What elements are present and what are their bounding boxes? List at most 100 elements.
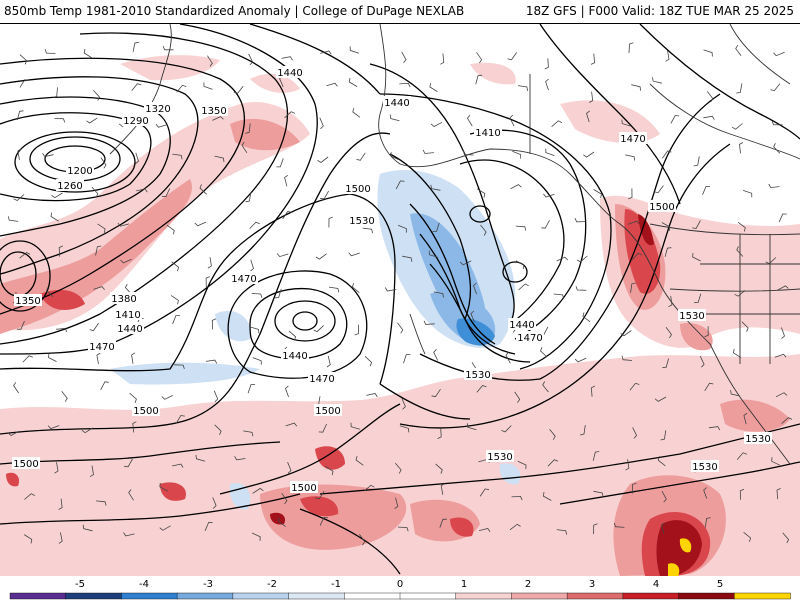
wind-barb	[247, 384, 256, 394]
wind-barb	[551, 120, 563, 128]
wind-barb	[61, 390, 68, 402]
wind-barb	[621, 119, 632, 127]
wind-barb	[390, 152, 400, 161]
colorbar-tick: 2	[525, 579, 531, 590]
wind-barb	[708, 426, 721, 431]
wind-barb	[439, 518, 447, 528]
wind-barb	[574, 357, 587, 363]
wind-barb	[704, 517, 711, 528]
wind-barb	[276, 158, 284, 168]
wind-barb	[556, 529, 568, 535]
wind-barb	[214, 424, 222, 435]
wind-barb	[429, 83, 438, 93]
wind-barb	[545, 78, 549, 91]
wind-barb	[93, 90, 100, 101]
wind-barb	[543, 193, 555, 198]
wind-barb	[281, 492, 288, 505]
wind-barb	[243, 430, 254, 437]
wind-barb	[325, 466, 334, 476]
contour-label: 1500	[13, 459, 38, 470]
wind-barb	[349, 46, 360, 54]
wind-barb	[401, 398, 406, 410]
wind-barb	[476, 188, 486, 198]
wind-barb	[82, 524, 93, 532]
wind-barb	[731, 123, 743, 130]
wind-barb	[205, 359, 218, 364]
wind-barb	[480, 224, 487, 236]
wind-barb	[19, 54, 28, 65]
wind-barb	[91, 186, 99, 198]
wind-barb	[287, 462, 292, 474]
wind-barb	[354, 324, 359, 336]
wind-barb	[251, 532, 261, 541]
wind-barb	[13, 382, 19, 394]
wind-barb	[547, 459, 559, 467]
wind-barb	[399, 425, 410, 433]
wind-barb	[86, 117, 98, 124]
wind-barb	[514, 391, 521, 403]
wind-barb	[204, 522, 213, 531]
anomaly-colorbar: -5 -4 -3 -2 -1 0 1 2 3 4 5	[0, 576, 800, 600]
wind-barb	[631, 252, 642, 261]
wind-barb	[734, 290, 746, 297]
contour-label: 1500	[315, 406, 340, 417]
contour-labels: 1440 1440 1410 1470 1320 1350 1290 1200 …	[12, 66, 772, 494]
wind-barb	[693, 156, 700, 167]
wind-barb	[96, 500, 107, 506]
wind-barb	[593, 523, 598, 535]
wind-barb	[51, 192, 63, 199]
wind-barb	[281, 56, 293, 61]
wind-barb	[401, 51, 407, 64]
wind-barb	[541, 220, 550, 229]
wind-barb	[397, 224, 407, 233]
wind-barb	[462, 150, 474, 156]
wind-barb	[592, 451, 600, 461]
wind-barb	[402, 255, 413, 262]
wind-barb	[394, 497, 399, 510]
contour-label: 1410	[115, 310, 140, 321]
colorbar-swatch	[344, 592, 401, 600]
wind-barb	[476, 385, 487, 393]
anomaly-map: 1440 1440 1410 1470 1320 1350 1290 1200 …	[0, 24, 800, 576]
wind-barb	[7, 216, 19, 222]
wind-barb	[703, 487, 708, 499]
wind-barb	[739, 142, 744, 154]
warm-anomaly-shading	[0, 55, 800, 576]
wind-barb	[245, 123, 251, 134]
model-run-valid-time: 18Z GFS | F000 Valid: 18Z TUE MAR 25 202…	[525, 4, 794, 18]
wind-barb	[661, 522, 666, 534]
wind-barb	[131, 83, 142, 91]
wind-barb	[199, 184, 207, 195]
wind-barb	[773, 51, 785, 57]
wind-barb	[621, 355, 633, 361]
wind-barb	[540, 347, 548, 358]
wind-barb	[613, 522, 625, 528]
colorbar-swatch	[65, 592, 123, 600]
colorbar-tick: -2	[267, 579, 277, 590]
wind-barb	[589, 91, 594, 103]
wind-barb	[628, 188, 633, 200]
wind-barb	[16, 320, 25, 330]
wind-barb	[765, 257, 777, 265]
contour-label: 1380	[111, 294, 136, 305]
colorbar-swatch	[399, 592, 457, 600]
colorbar-swatch	[9, 592, 67, 600]
wind-barb	[736, 83, 743, 94]
wind-barb	[389, 114, 400, 122]
contour-label: 1200	[67, 166, 92, 177]
wind-barb	[430, 184, 441, 191]
wind-barb	[703, 115, 715, 120]
wind-barb	[507, 52, 518, 61]
wind-barb	[176, 84, 187, 93]
wind-barb	[479, 488, 490, 497]
contour-label: 1500	[133, 406, 158, 417]
wind-barb	[205, 276, 210, 288]
wind-barb	[166, 224, 175, 235]
wind-barb	[326, 82, 338, 87]
wind-barb	[515, 225, 527, 231]
wind-barb	[694, 293, 702, 304]
wind-barb	[625, 459, 630, 471]
wind-barb	[774, 353, 787, 358]
wind-barb	[58, 498, 63, 510]
